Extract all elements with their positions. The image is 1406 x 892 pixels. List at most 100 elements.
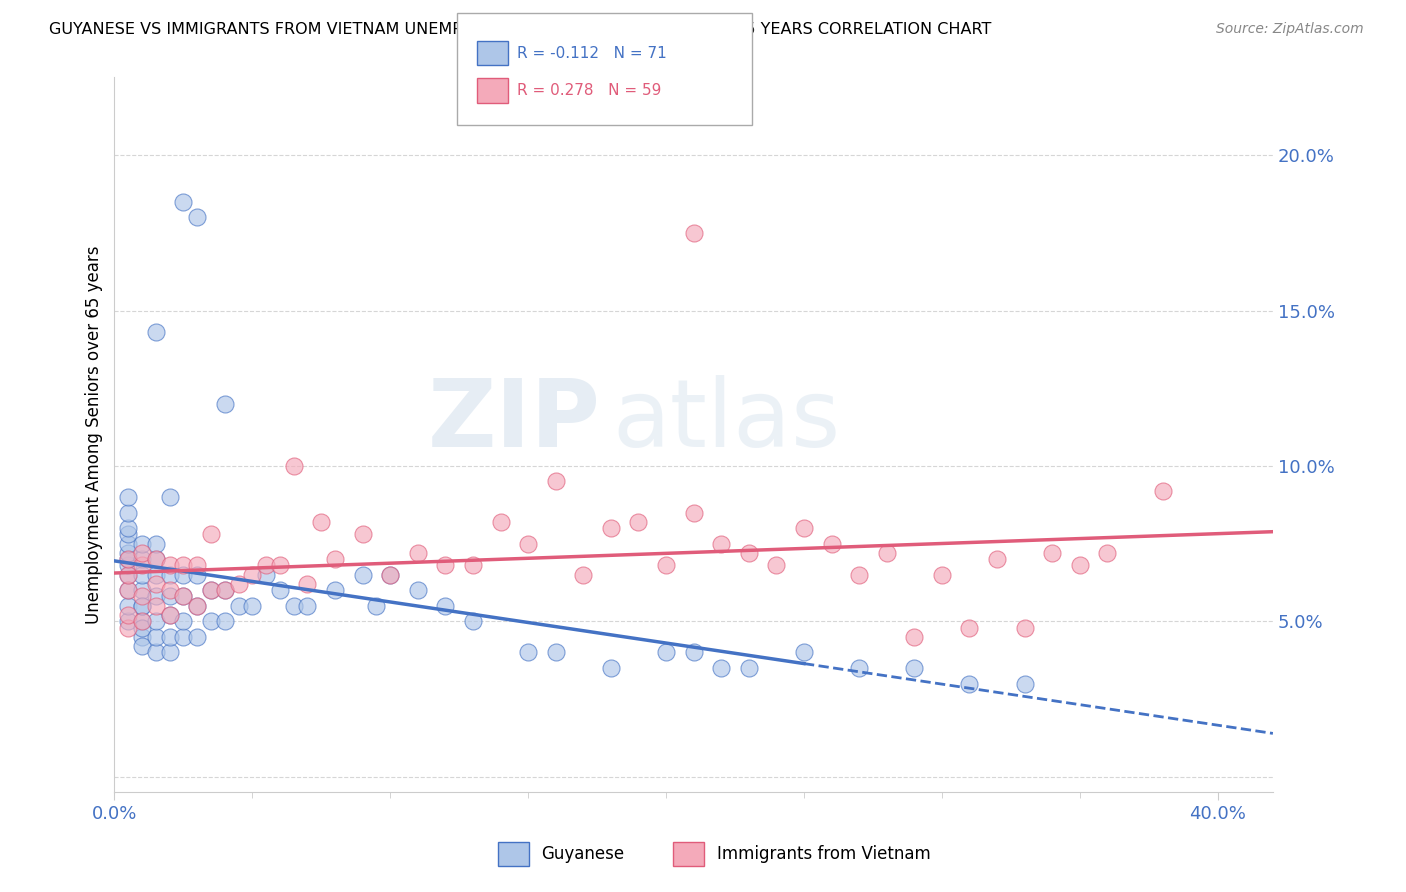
Point <box>117 536 139 550</box>
Point <box>145 630 167 644</box>
Point <box>200 527 222 541</box>
Point <box>228 577 250 591</box>
Point <box>172 590 194 604</box>
Point <box>131 630 153 644</box>
Point <box>931 567 953 582</box>
Point <box>117 567 139 582</box>
Point <box>159 630 181 644</box>
Point <box>117 552 139 566</box>
Point <box>186 599 208 613</box>
Point <box>406 583 429 598</box>
Point <box>214 397 236 411</box>
Point <box>145 645 167 659</box>
Point <box>599 661 621 675</box>
Point <box>200 583 222 598</box>
Point <box>254 558 277 573</box>
Point <box>145 567 167 582</box>
Point <box>627 515 650 529</box>
Point <box>959 676 981 690</box>
Point <box>793 645 815 659</box>
Point <box>765 558 787 573</box>
Point <box>434 558 457 573</box>
Point <box>1014 676 1036 690</box>
Point <box>145 326 167 340</box>
Point <box>117 490 139 504</box>
Point <box>682 226 704 240</box>
Point <box>159 608 181 623</box>
Point <box>117 506 139 520</box>
Point <box>489 515 512 529</box>
Point <box>145 599 167 613</box>
Point <box>544 475 567 489</box>
Point <box>297 577 319 591</box>
Text: GUYANESE VS IMMIGRANTS FROM VIETNAM UNEMPLOYMENT AMONG SENIORS OVER 65 YEARS COR: GUYANESE VS IMMIGRANTS FROM VIETNAM UNEM… <box>49 22 991 37</box>
Point <box>159 490 181 504</box>
Point <box>172 558 194 573</box>
Point <box>959 621 981 635</box>
Point <box>145 536 167 550</box>
Point <box>461 615 484 629</box>
Point <box>461 558 484 573</box>
Point <box>269 583 291 598</box>
Point <box>986 552 1008 566</box>
Point <box>848 567 870 582</box>
Point <box>131 615 153 629</box>
Point <box>117 552 139 566</box>
Point <box>159 558 181 573</box>
Point <box>117 567 139 582</box>
Text: R = -0.112   N = 71: R = -0.112 N = 71 <box>517 46 668 61</box>
Point <box>214 583 236 598</box>
Text: Source: ZipAtlas.com: Source: ZipAtlas.com <box>1216 22 1364 37</box>
Point <box>655 645 678 659</box>
Point <box>710 661 733 675</box>
Point <box>159 567 181 582</box>
Point <box>131 583 153 598</box>
Point <box>186 630 208 644</box>
Point <box>228 599 250 613</box>
Point <box>186 567 208 582</box>
Point <box>131 552 153 566</box>
Point <box>117 558 139 573</box>
Point <box>131 590 153 604</box>
Point <box>903 630 925 644</box>
Point <box>283 458 305 473</box>
Point <box>145 577 167 591</box>
Point <box>682 506 704 520</box>
Point <box>517 645 540 659</box>
Point <box>186 599 208 613</box>
Point <box>117 599 139 613</box>
Point <box>517 536 540 550</box>
Point <box>200 583 222 598</box>
Point <box>214 615 236 629</box>
Point <box>1152 483 1174 498</box>
Point <box>159 608 181 623</box>
Point <box>131 599 153 613</box>
Point <box>876 546 898 560</box>
Point <box>117 546 139 560</box>
Point <box>131 599 153 613</box>
Point <box>159 590 181 604</box>
Point <box>145 590 167 604</box>
Point <box>117 621 139 635</box>
Point <box>186 211 208 225</box>
Point <box>172 590 194 604</box>
Point <box>599 521 621 535</box>
Point <box>172 630 194 644</box>
Point <box>117 615 139 629</box>
Point <box>710 536 733 550</box>
Point <box>1069 558 1091 573</box>
Point <box>117 583 139 598</box>
Point <box>240 599 263 613</box>
Point <box>903 661 925 675</box>
Point <box>172 194 194 209</box>
Point <box>1040 546 1063 560</box>
Point <box>172 615 194 629</box>
Point <box>145 552 167 566</box>
Point <box>172 567 194 582</box>
Point <box>738 546 761 560</box>
Point <box>131 615 153 629</box>
Point <box>738 661 761 675</box>
Text: Guyanese: Guyanese <box>541 845 624 863</box>
Point <box>131 567 153 582</box>
Point <box>131 558 153 573</box>
